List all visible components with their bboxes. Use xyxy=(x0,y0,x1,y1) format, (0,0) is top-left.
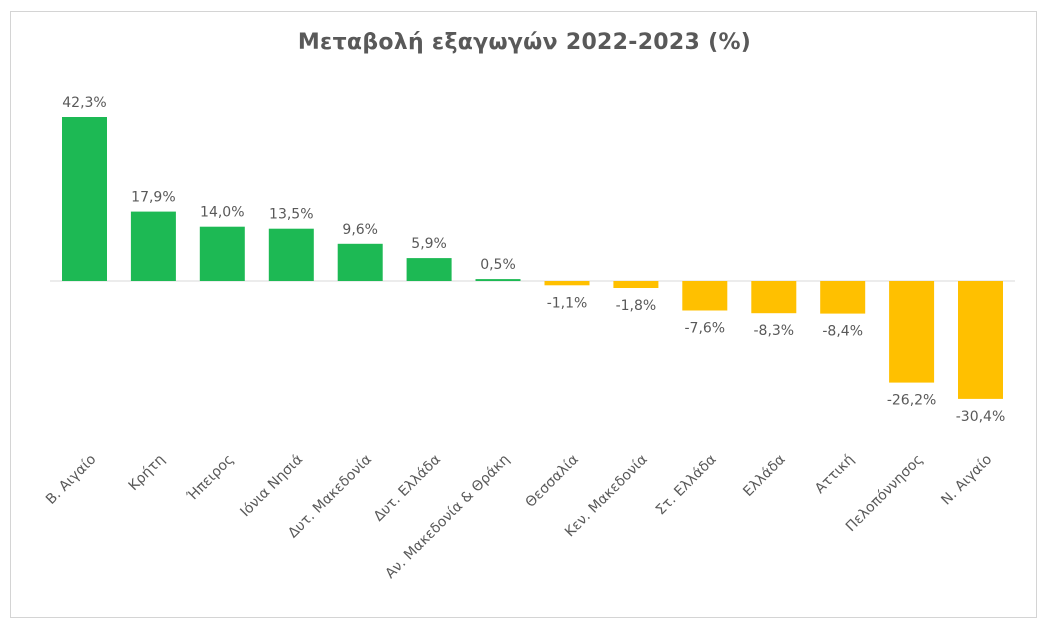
bar xyxy=(199,226,245,281)
bar xyxy=(820,281,866,314)
data-label: 9,6% xyxy=(342,222,378,238)
bar xyxy=(406,258,452,281)
bar xyxy=(130,211,176,281)
bar xyxy=(475,279,521,281)
data-label: 5,9% xyxy=(411,236,447,252)
bar xyxy=(751,281,797,314)
category-label: Ήπειρος xyxy=(184,452,237,505)
bar xyxy=(889,281,935,383)
data-label: -1,1% xyxy=(547,295,588,311)
data-label: -30,4% xyxy=(956,409,1006,425)
category-label: Θεσσαλία xyxy=(523,452,582,511)
bar xyxy=(62,117,107,281)
data-label: 17,9% xyxy=(131,190,175,206)
bar xyxy=(958,281,1003,399)
data-label: 0,5% xyxy=(480,257,516,273)
category-label: Ιόνια Νησιά xyxy=(237,452,306,521)
category-label: Β. Αιγαίο xyxy=(43,452,99,508)
data-label: -7,6% xyxy=(684,321,725,337)
bar xyxy=(682,281,728,311)
category-label: Κρήτη xyxy=(126,452,169,495)
category-label: Αττική xyxy=(812,452,857,497)
chart-title: Μεταβολή εξαγωγών 2022-2023 (%) xyxy=(297,30,752,55)
category-label: Αν. Μακεδονία & Θράκη xyxy=(382,452,512,582)
data-label: 42,3% xyxy=(62,95,106,111)
data-label: -26,2% xyxy=(887,393,937,409)
data-label: -8,3% xyxy=(753,323,794,339)
data-label: -8,4% xyxy=(822,324,863,340)
data-label: 14,0% xyxy=(200,205,244,221)
data-label: -1,8% xyxy=(616,298,657,314)
data-label: 13,5% xyxy=(269,207,313,223)
chart-frame xyxy=(10,11,1037,618)
category-label: Ελλάδα xyxy=(740,452,788,500)
bar xyxy=(337,243,383,281)
category-label: Δυτ. Ελλάδα xyxy=(371,452,444,525)
bar xyxy=(544,281,590,286)
category-label: Στ. Ελλάδα xyxy=(653,452,720,519)
category-label: Ν. Αιγαίο xyxy=(938,452,995,509)
bar xyxy=(268,228,314,281)
bar xyxy=(613,281,659,288)
